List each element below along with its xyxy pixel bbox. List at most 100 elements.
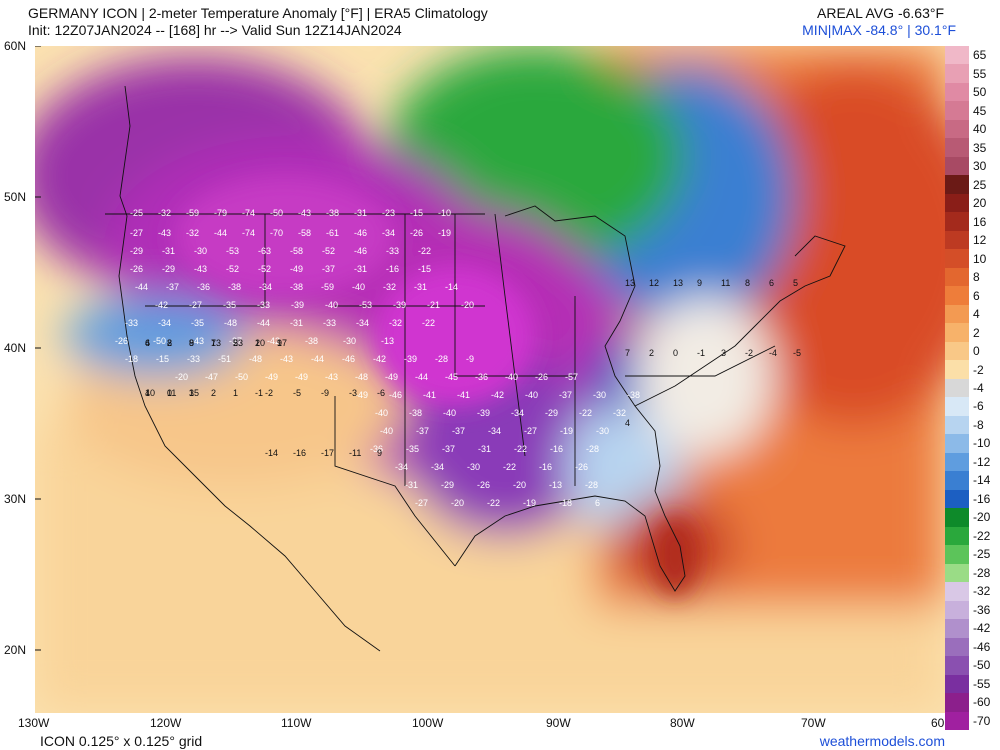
point-value-label: -46: [342, 354, 355, 364]
point-value-label: -41: [423, 390, 436, 400]
point-value-label: -14: [265, 448, 278, 458]
point-value-label: -44: [311, 354, 324, 364]
color-scale-swatch: [945, 545, 969, 565]
min-max-values: MIN|MAX -84.8° | 30.1°F: [802, 22, 956, 38]
point-value-label: -43: [158, 228, 171, 238]
source-credit: weathermodels.com: [819, 733, 945, 749]
point-value-label: -52: [258, 264, 271, 274]
temperature-anomaly-map: -25 -32 -59 -79 -74 -50 -43 -38 -31 -23 -15 -10 -27-…: [35, 46, 945, 713]
point-value-label: -2: [265, 388, 273, 398]
color-scale-swatch: [945, 175, 969, 195]
point-value-label: 5: [793, 278, 798, 288]
point-value-label: -29: [545, 408, 558, 418]
point-value-label: -26: [115, 336, 128, 346]
point-value-label: -59: [186, 208, 199, 218]
point-value-label: -46: [354, 228, 367, 238]
point-value-label: 1: [255, 338, 260, 348]
point-value-label: -34: [431, 462, 444, 472]
lon-label-60w: 60: [931, 716, 945, 730]
point-value-label: -40: [505, 372, 518, 382]
point-value-label: -32: [389, 318, 402, 328]
point-value-label: -20: [513, 480, 526, 490]
point-value-label: -28: [586, 444, 599, 454]
point-value-label: -74: [242, 208, 255, 218]
point-value-label: -38: [627, 390, 640, 400]
point-value-label: -49: [355, 390, 368, 400]
point-value-label: -38: [326, 208, 339, 218]
point-value-label: 23: [233, 338, 243, 348]
coastlines-borders: [105, 85, 846, 652]
point-value-label: -31: [162, 246, 175, 256]
point-value-label: -43: [325, 372, 338, 382]
color-scale-label: 16: [973, 214, 987, 229]
point-value-label: -58: [298, 228, 311, 238]
point-value-labels: -25 -32 -59 -79 -74 -50 -43 -38 -31 -23 -15 -10-27-…: [115, 208, 801, 508]
point-value-label: -40: [443, 408, 456, 418]
color-scale-swatch: [945, 434, 969, 454]
color-scale-label: 40: [973, 122, 987, 137]
color-scale-label: 4: [973, 307, 980, 322]
point-value-label: -16: [550, 444, 563, 454]
point-value-label: 8: [745, 278, 750, 288]
color-scale-label: 35: [973, 140, 987, 155]
init-valid-time: Init: 12Z07JAN2024 -- [168] hr --> Valid…: [28, 22, 402, 38]
point-value-label: -25: [130, 208, 143, 218]
point-value-label: -59: [321, 282, 334, 292]
point-value-label: -38: [305, 336, 318, 346]
point-value-label: -17: [321, 448, 334, 458]
color-scale-label: -70: [973, 713, 991, 728]
color-scale-swatch: [945, 341, 969, 361]
point-value-label: -43: [298, 208, 311, 218]
point-value-label: -16: [539, 462, 552, 472]
point-value-label: -33: [323, 318, 336, 328]
point-value-label: -30: [467, 462, 480, 472]
point-value-label: -20: [175, 372, 188, 382]
point-value-label: -22: [503, 462, 516, 472]
point-value-label: -26: [535, 372, 548, 382]
point-value-label: -18: [559, 498, 572, 508]
point-value-label: 11: [721, 278, 730, 288]
point-value-label: -22: [514, 444, 527, 454]
color-scale-swatch: [945, 138, 969, 158]
color-scale-swatch: [945, 526, 969, 546]
color-scale-swatch: [945, 508, 969, 528]
point-value-label: -53: [359, 300, 372, 310]
color-scale-swatch: [945, 193, 969, 213]
point-value-label: -53: [226, 246, 239, 256]
point-value-label: -32: [383, 282, 396, 292]
point-value-label: -30: [194, 246, 207, 256]
point-value-label: -31: [290, 318, 303, 328]
point-value-label: -16: [293, 448, 306, 458]
color-scale-label: -36: [973, 602, 991, 617]
color-scale-swatch: [945, 711, 969, 731]
lat-label-30n: 30N: [4, 492, 27, 506]
color-scale-swatch: [945, 82, 969, 102]
point-value-label: -28: [435, 354, 448, 364]
color-scale-label: -22: [973, 528, 991, 543]
point-value-label: -34: [158, 318, 171, 328]
point-value-label: -33: [386, 246, 399, 256]
color-scale-swatch: [945, 452, 969, 472]
point-value-label: -39: [477, 408, 490, 418]
point-value-label: 6: [595, 498, 600, 508]
point-value-label: -44: [135, 282, 148, 292]
point-value-label: -37: [322, 264, 335, 274]
point-value-label: -52: [322, 246, 335, 256]
point-value-label: 11: [167, 388, 176, 398]
point-value-label: -49: [385, 372, 398, 382]
point-value-label: -30: [593, 390, 606, 400]
point-value-label: 7: [625, 348, 630, 358]
color-scale-label: 8: [973, 270, 980, 285]
point-value-label: -49: [265, 372, 278, 382]
point-value-label: -1: [255, 388, 263, 398]
point-value-label: -42: [267, 336, 280, 346]
point-value-label: -40: [525, 390, 538, 400]
point-value-label: -47: [205, 372, 218, 382]
point-value-label: -61: [326, 228, 339, 238]
ticks-lat: [35, 46, 41, 651]
point-value-label: -27: [189, 300, 202, 310]
point-value-label: -29: [441, 480, 454, 490]
color-scale-swatch: [945, 267, 969, 287]
point-value-label: -44: [257, 318, 270, 328]
point-value-label: -15: [156, 354, 169, 364]
